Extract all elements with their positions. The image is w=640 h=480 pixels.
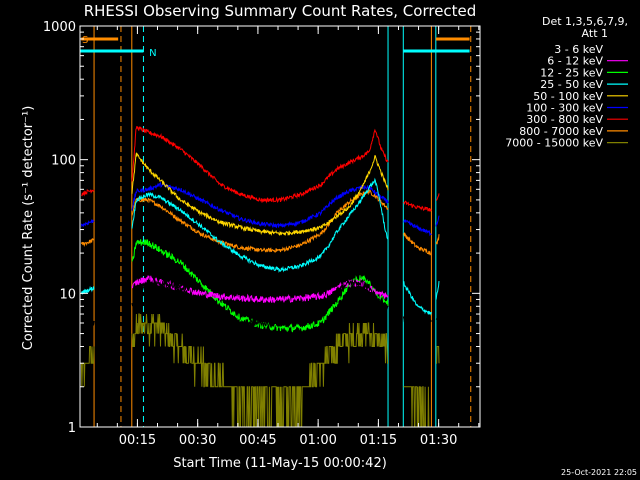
- series-line: [80, 278, 440, 328]
- legend-header-line-1: Det 1,3,5,6,7,9,: [542, 15, 628, 28]
- y-tick-label: 10: [59, 287, 76, 302]
- chart-title: RHESSI Observing Summary Count Rates, Co…: [84, 2, 477, 20]
- legend-header-line-2: Att 1: [582, 27, 608, 40]
- x-axis-label: Start Time (11-May-15 00:00:42): [173, 456, 387, 471]
- series-line: [131, 152, 389, 236]
- legend-entry-label: 12 - 25 keV: [540, 66, 603, 79]
- legend-entry-label: 300 - 800 keV: [526, 113, 603, 126]
- y-tick-label: 1: [68, 421, 76, 436]
- legend-entry-label: 100 - 300 keV: [526, 102, 603, 115]
- x-tick-label: 00:15: [119, 433, 156, 448]
- plot-area: SN: [79, 26, 472, 428]
- legend-entry-label: 50 - 100 keV: [533, 90, 603, 103]
- series-line: [81, 125, 440, 212]
- legend-entry-label: 6 - 12 keV: [547, 55, 603, 68]
- x-tick-label: 01:30: [420, 433, 457, 448]
- status-marker-label: N: [149, 48, 156, 59]
- x-axis: 00:15 00:30 00:45 01:00 01:15 01:30: [96, 26, 480, 448]
- legend-entry-label: 800 - 7000 keV: [519, 125, 603, 138]
- y-tick-label: 1000: [43, 20, 76, 35]
- y-axis-label: Corrected Count Rate (s⁻¹ detector⁻¹): [21, 106, 36, 351]
- series-line: [80, 181, 440, 237]
- y-tick-label: 100: [51, 154, 76, 169]
- y-axis: 1 10 100 1000: [43, 20, 480, 436]
- legend-entry-label: 3 - 6 keV: [554, 43, 603, 56]
- x-tick-label: 01:00: [299, 433, 336, 448]
- plot-frame: [79, 25, 481, 428]
- series-line: [80, 313, 440, 428]
- status-marker-label: S: [82, 35, 88, 46]
- series-line: [80, 177, 440, 316]
- timestamp: 25-Oct-2021 22:05: [561, 468, 637, 477]
- legend-entry-label: 25 - 50 keV: [540, 78, 603, 91]
- series-line: [80, 188, 440, 256]
- x-tick-label: 00:45: [239, 433, 276, 448]
- x-tick-label: 01:15: [360, 433, 397, 448]
- legend-entry-label: 7000 - 15000 keV: [505, 137, 603, 150]
- x-tick-label: 00:30: [179, 433, 216, 448]
